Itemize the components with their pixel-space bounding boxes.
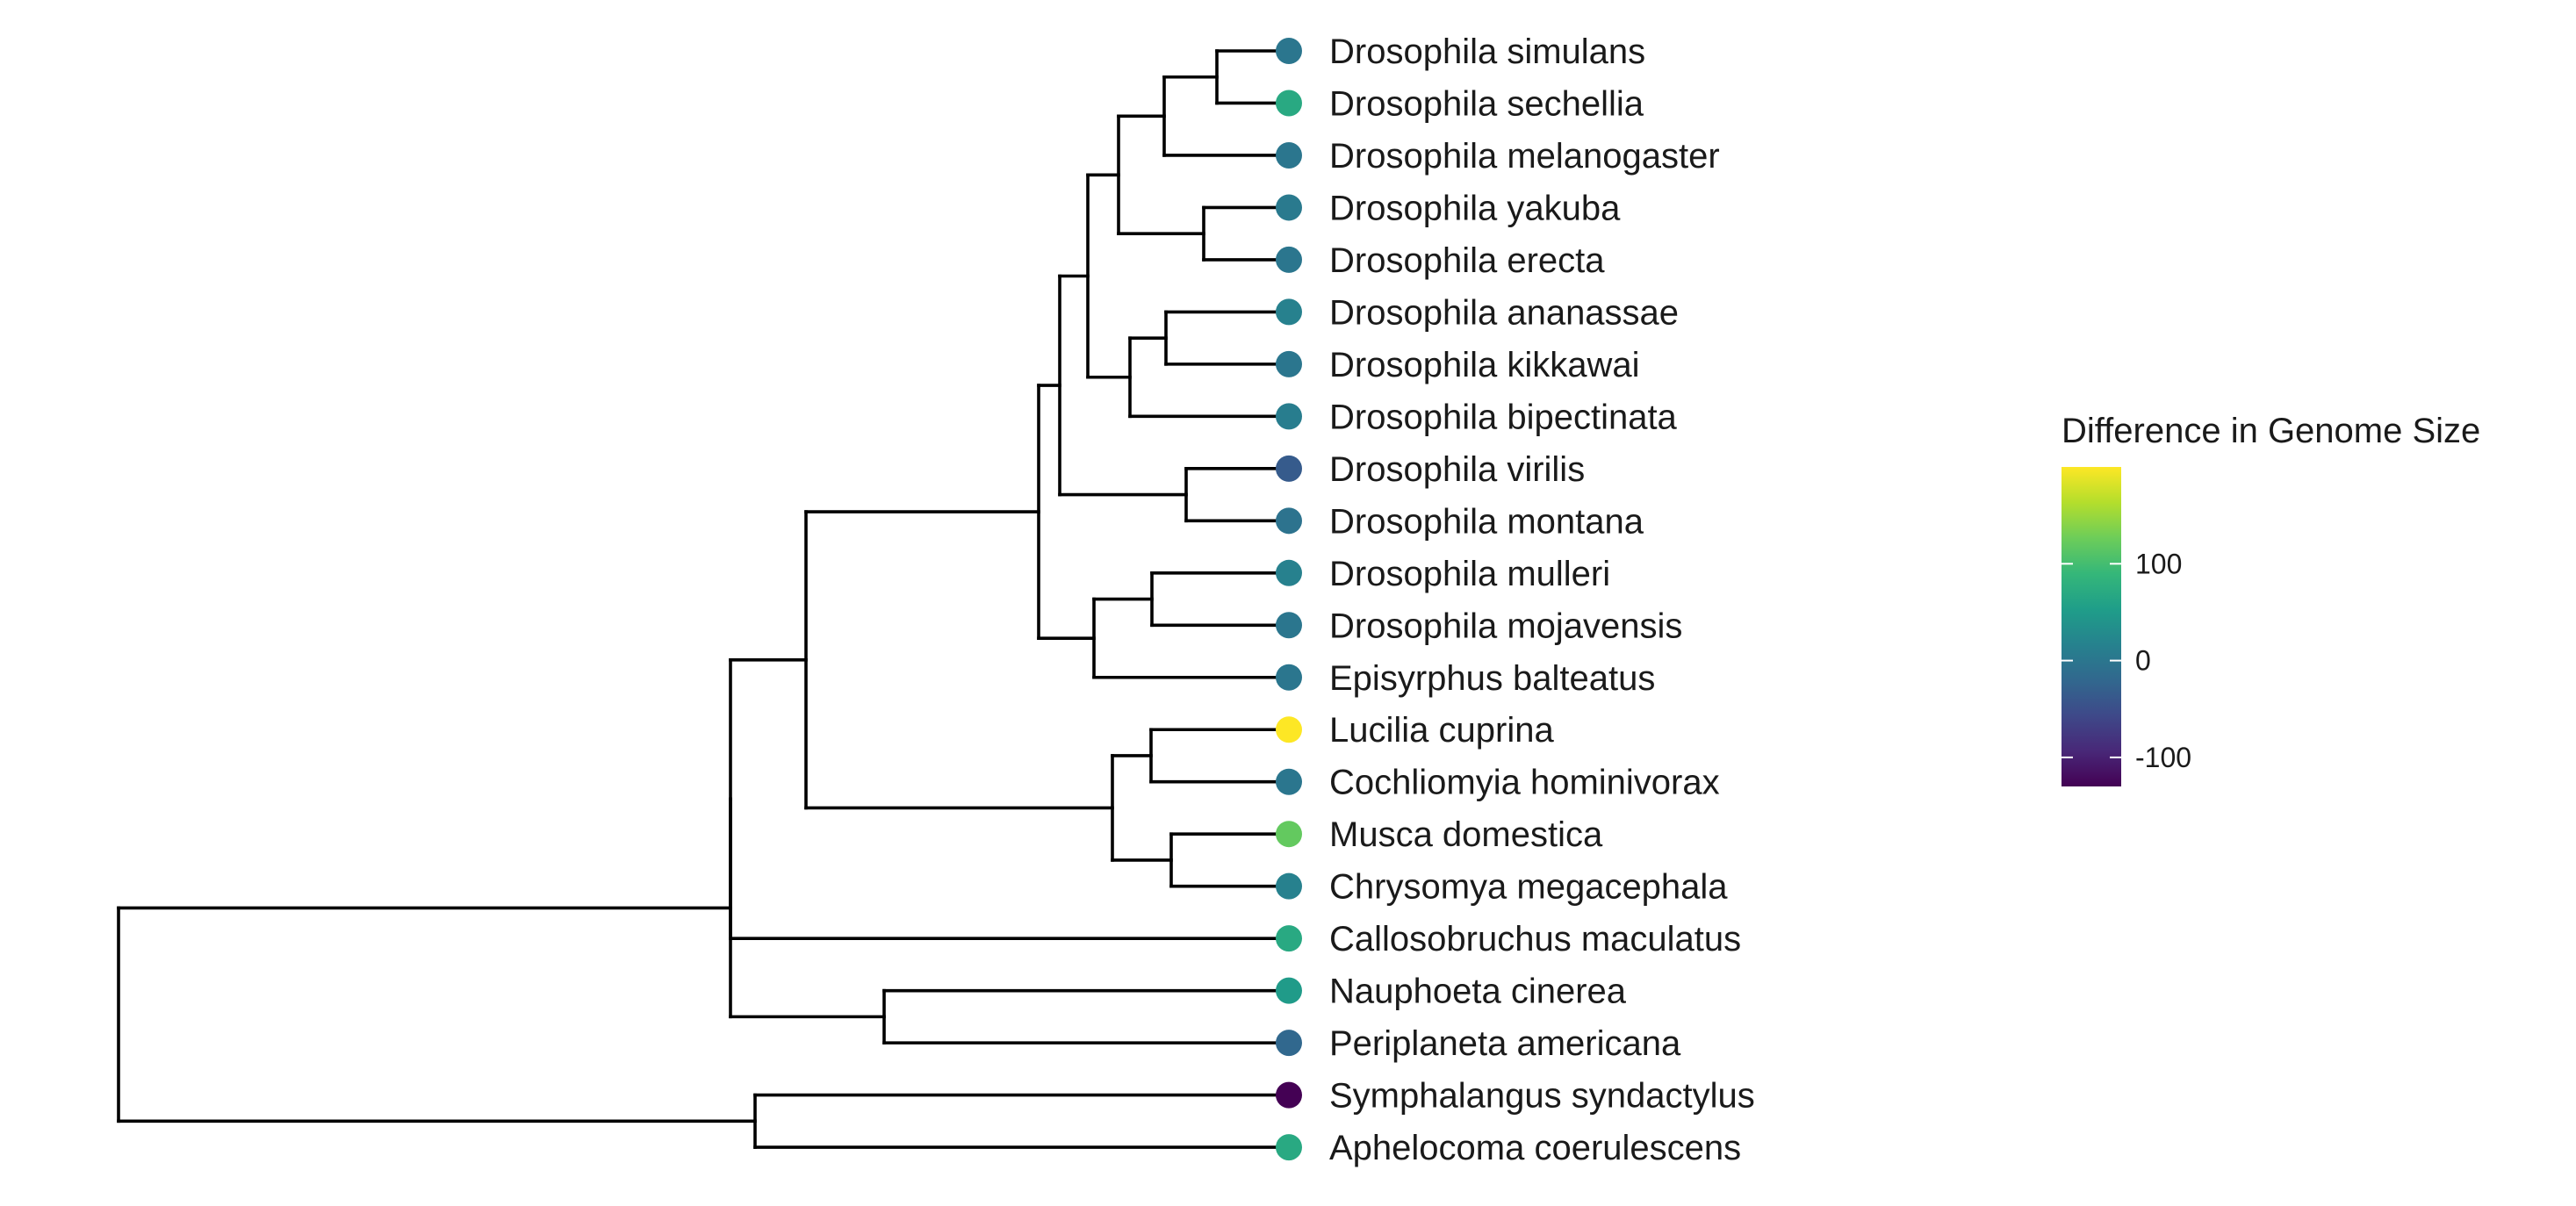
tip-label-episyrphus-balteatus: Episyrphus balteatus [1329, 659, 1655, 698]
tree-branches [117, 49, 1291, 1149]
tip-point-periplaneta-americana [1276, 1030, 1302, 1057]
tip-label-drosophila-ananassae: Drosophila ananassae [1329, 293, 1679, 332]
tip-label-drosophila-mojavensis: Drosophila mojavensis [1329, 607, 1682, 645]
tip-point-lucilia-cuprina [1276, 716, 1302, 743]
tip-label-chrysomya-megacephala: Chrysomya megacephala [1329, 868, 1728, 907]
tip-label-symphalangus-syndactylus: Symphalangus syndactylus [1329, 1077, 1755, 1116]
legend-ticks: 100 0 -100 [2062, 548, 2191, 773]
tip-label-musca-domestica: Musca domestica [1329, 815, 1603, 854]
tip-point-drosophila-yakuba [1276, 194, 1302, 221]
tip-point-drosophila-mulleri [1276, 559, 1302, 586]
tip-point-drosophila-virilis [1276, 455, 1302, 482]
tip-label-aphelocoma-coerulescens: Aphelocoma coerulescens [1329, 1129, 1741, 1167]
tip-points [1276, 38, 1302, 1161]
legend-color-bar [2062, 467, 2121, 786]
tip-label-cochliomyia-hominivorax: Cochliomyia hominivorax [1329, 764, 1720, 802]
tip-point-cochliomyia-hominivorax [1276, 768, 1302, 795]
tip-point-drosophila-simulans [1276, 38, 1302, 64]
tip-label-drosophila-bipectinata: Drosophila bipectinata [1329, 398, 1678, 436]
legend-tick-label: 100 [2135, 548, 2182, 579]
tip-point-callosobruchus-maculatus [1276, 925, 1302, 952]
tip-point-symphalangus-syndactylus [1276, 1081, 1302, 1109]
tip-label-drosophila-kikkawai: Drosophila kikkawai [1329, 346, 1639, 384]
tip-point-aphelocoma-coerulescens [1276, 1134, 1302, 1161]
tip-label-drosophila-melanogaster: Drosophila melanogaster [1329, 137, 1720, 176]
tip-label-callosobruchus-maculatus: Callosobruchus maculatus [1329, 920, 1741, 958]
legend-tick-label: -100 [2135, 742, 2191, 773]
tip-point-drosophila-bipectinata [1276, 403, 1302, 430]
tip-point-musca-domestica [1276, 821, 1302, 848]
legend-title: Difference in Genome Size [2062, 412, 2480, 450]
tip-point-drosophila-melanogaster [1276, 141, 1302, 169]
tip-point-drosophila-mojavensis [1276, 612, 1302, 639]
tip-point-drosophila-kikkawai [1276, 350, 1302, 377]
tip-label-drosophila-mulleri: Drosophila mulleri [1329, 555, 1610, 593]
tip-label-drosophila-virilis: Drosophila virilis [1329, 450, 1585, 489]
tip-point-drosophila-ananassae [1276, 298, 1302, 326]
tip-point-episyrphus-balteatus [1276, 664, 1302, 691]
tip-point-chrysomya-megacephala [1276, 872, 1302, 900]
tip-label-nauphoeta-cinerea: Nauphoeta cinerea [1329, 973, 1627, 1011]
tip-point-drosophila-erecta [1276, 246, 1302, 273]
color-legend: Difference in Genome Size 100 0 -100 [2062, 412, 2480, 786]
tip-label-drosophila-sechellia: Drosophila sechellia [1329, 84, 1644, 123]
tip-label-drosophila-simulans: Drosophila simulans [1329, 32, 1645, 71]
tip-label-drosophila-yakuba: Drosophila yakuba [1329, 189, 1621, 227]
tip-label-periplaneta-americana: Periplaneta americana [1329, 1024, 1681, 1063]
tip-point-drosophila-sechellia [1276, 90, 1302, 117]
tip-label-lucilia-cuprina: Lucilia cuprina [1329, 711, 1554, 750]
tip-label-drosophila-erecta: Drosophila erecta [1329, 241, 1605, 280]
legend-tick-label: 0 [2135, 645, 2151, 677]
tip-label-drosophila-montana: Drosophila montana [1329, 502, 1644, 541]
tip-point-drosophila-montana [1276, 507, 1302, 535]
tip-labels: Drosophila simulans Drosophila sechellia D… [1329, 32, 1755, 1167]
tip-point-nauphoeta-cinerea [1276, 977, 1302, 1004]
